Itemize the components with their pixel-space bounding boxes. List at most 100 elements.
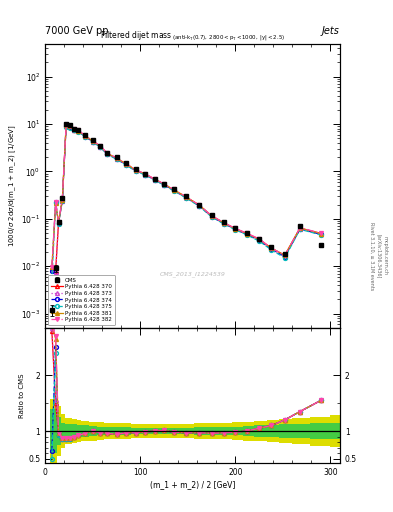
Line: Pythia 6.428 375: Pythia 6.428 375: [50, 124, 323, 283]
Pythia 6.428 374: [197, 203, 202, 209]
Pythia 6.428 373: [233, 226, 238, 232]
Pythia 6.428 375: [197, 203, 202, 209]
Text: [arXiv:1306.3436]: [arXiv:1306.3436]: [376, 234, 381, 278]
Pythia 6.428 370: [114, 155, 119, 161]
Pythia 6.428 370: [105, 151, 109, 157]
Pythia 6.428 382: [72, 126, 76, 132]
Pythia 6.428 370: [98, 143, 103, 150]
Pythia 6.428 373: [56, 220, 61, 226]
Pythia 6.428 381: [105, 150, 109, 156]
Pythia 6.428 381: [244, 230, 249, 237]
Pythia 6.428 370: [143, 171, 147, 177]
Pythia 6.428 374: [171, 187, 176, 194]
Pythia 6.428 370: [68, 123, 72, 130]
Pythia 6.428 370: [283, 252, 287, 259]
Pythia 6.428 374: [184, 195, 188, 201]
Pythia 6.428 382: [269, 245, 274, 251]
Pythia 6.428 382: [233, 225, 238, 231]
Pythia 6.428 373: [60, 198, 65, 204]
Pythia 6.428 374: [114, 156, 119, 162]
Pythia 6.428 381: [171, 186, 176, 193]
Pythia 6.428 375: [60, 198, 65, 204]
Pythia 6.428 373: [319, 231, 323, 238]
Pythia 6.428 381: [90, 138, 95, 144]
Pythia 6.428 381: [68, 123, 72, 130]
Pythia 6.428 374: [56, 220, 61, 226]
Pythia 6.428 375: [222, 221, 226, 227]
Text: Rivet 3.1.10, ≥ 3.1M events: Rivet 3.1.10, ≥ 3.1M events: [369, 222, 374, 290]
Pythia 6.428 382: [222, 220, 226, 226]
Pythia 6.428 375: [53, 200, 58, 206]
Pythia 6.428 374: [257, 238, 261, 244]
Pythia 6.428 370: [233, 226, 238, 232]
Pythia 6.428 370: [53, 268, 58, 274]
Pythia 6.428 375: [171, 187, 176, 194]
Pythia 6.428 374: [124, 162, 129, 168]
Pythia 6.428 382: [283, 252, 287, 259]
Pythia 6.428 381: [53, 200, 58, 206]
Pythia 6.428 375: [133, 168, 138, 174]
Pythia 6.428 381: [184, 194, 188, 200]
Pythia 6.428 374: [283, 253, 287, 260]
Pythia 6.428 382: [90, 138, 95, 144]
Line: Pythia 6.428 370: Pythia 6.428 370: [50, 123, 323, 273]
X-axis label: (m_1 + m_2) / 2 [GeV]: (m_1 + m_2) / 2 [GeV]: [150, 480, 235, 489]
Pythia 6.428 374: [162, 182, 166, 188]
Pythia 6.428 381: [257, 236, 261, 242]
Pythia 6.428 382: [64, 122, 68, 128]
Pythia 6.428 381: [64, 122, 68, 129]
Pythia 6.428 375: [152, 177, 157, 183]
Pythia 6.428 373: [209, 214, 214, 220]
Pythia 6.428 370: [197, 202, 202, 208]
Pythia 6.428 375: [233, 227, 238, 233]
Pythia 6.428 375: [124, 162, 129, 168]
Pythia 6.428 373: [98, 144, 103, 150]
Pythia 6.428 382: [162, 181, 166, 187]
Pythia 6.428 382: [143, 170, 147, 177]
Pythia 6.428 375: [319, 232, 323, 238]
Pythia 6.428 374: [98, 144, 103, 150]
Pythia 6.428 374: [53, 199, 58, 205]
Pythia 6.428 373: [64, 123, 68, 129]
Pythia 6.428 370: [72, 126, 76, 133]
Text: 7000 GeV pp: 7000 GeV pp: [45, 26, 109, 36]
Pythia 6.428 382: [209, 212, 214, 219]
Pythia 6.428 374: [60, 198, 65, 204]
Pythia 6.428 370: [298, 225, 302, 231]
Pythia 6.428 370: [171, 187, 176, 193]
Pythia 6.428 381: [114, 155, 119, 161]
Pythia 6.428 373: [114, 156, 119, 162]
Pythia 6.428 381: [133, 167, 138, 173]
Pythia 6.428 375: [56, 221, 61, 227]
Pythia 6.428 373: [143, 172, 147, 178]
Pythia 6.428 370: [152, 176, 157, 182]
Pythia 6.428 370: [184, 194, 188, 200]
Pythia 6.428 381: [162, 181, 166, 187]
Pythia 6.428 373: [184, 194, 188, 200]
Pythia 6.428 381: [298, 225, 302, 231]
Pythia 6.428 381: [233, 226, 238, 232]
Pythia 6.428 374: [222, 221, 226, 227]
Pythia 6.428 375: [184, 195, 188, 201]
Pythia 6.428 370: [56, 220, 61, 226]
Pythia 6.428 374: [269, 246, 274, 252]
Pythia 6.428 382: [114, 155, 119, 161]
Pythia 6.428 375: [257, 238, 261, 244]
Pythia 6.428 374: [209, 214, 214, 220]
Legend: CMS, Pythia 6.428 370, Pythia 6.428 373, Pythia 6.428 374, Pythia 6.428 375, Pyt: CMS, Pythia 6.428 370, Pythia 6.428 373,…: [48, 275, 115, 325]
Pythia 6.428 382: [53, 199, 58, 205]
Pythia 6.428 370: [319, 230, 323, 237]
Pythia 6.428 375: [64, 123, 68, 130]
Pythia 6.428 370: [133, 167, 138, 173]
Pythia 6.428 382: [197, 202, 202, 208]
Pythia 6.428 382: [50, 264, 54, 270]
Pythia 6.428 373: [162, 182, 166, 188]
Pythia 6.428 374: [68, 124, 72, 131]
Pythia 6.428 382: [257, 236, 261, 242]
Pythia 6.428 381: [209, 212, 214, 219]
Pythia 6.428 375: [76, 129, 81, 135]
Pythia 6.428 374: [76, 129, 81, 135]
Pythia 6.428 373: [76, 128, 81, 134]
Pythia 6.428 373: [50, 267, 54, 273]
Line: Pythia 6.428 381: Pythia 6.428 381: [50, 123, 323, 269]
